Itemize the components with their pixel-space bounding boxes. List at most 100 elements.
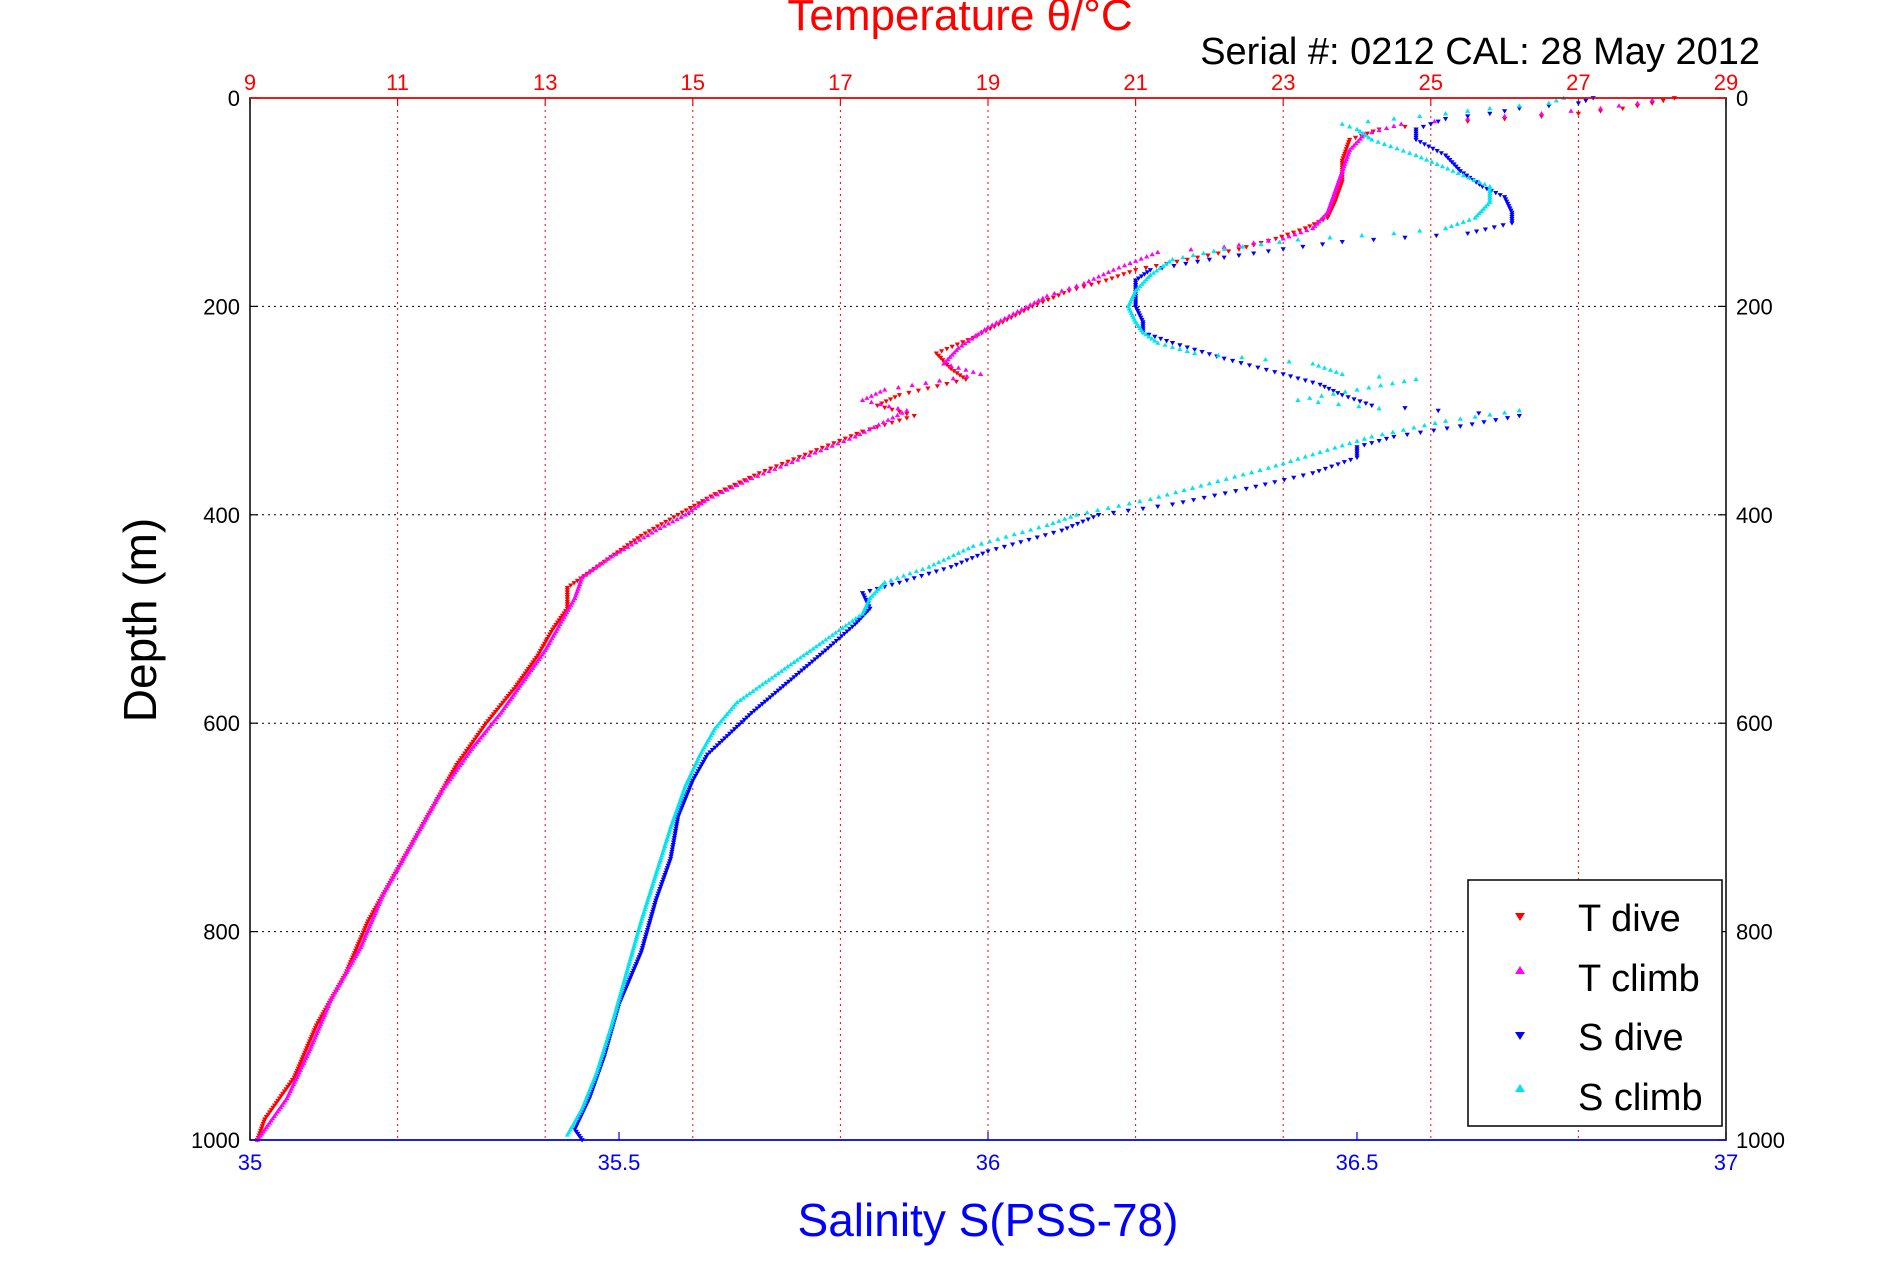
data-point bbox=[1075, 521, 1081, 527]
data-point bbox=[556, 618, 562, 623]
data-point bbox=[1369, 137, 1375, 142]
data-point bbox=[1508, 208, 1514, 213]
data-point bbox=[1251, 240, 1257, 245]
data-point bbox=[911, 413, 917, 419]
data-point bbox=[734, 482, 740, 488]
data-point bbox=[724, 711, 730, 717]
data-point bbox=[1103, 278, 1109, 283]
data-point bbox=[1265, 465, 1272, 470]
data-point bbox=[1389, 380, 1396, 386]
data-point bbox=[753, 686, 759, 691]
data-point bbox=[672, 829, 679, 834]
data-point bbox=[643, 932, 649, 937]
data-point bbox=[819, 445, 825, 451]
data-point bbox=[1455, 170, 1461, 175]
data-point bbox=[899, 410, 905, 415]
data-point bbox=[1339, 121, 1345, 126]
data-point bbox=[744, 715, 750, 721]
data-point bbox=[275, 1098, 281, 1104]
data-point bbox=[957, 373, 963, 378]
data-point bbox=[1421, 422, 1428, 428]
data-point bbox=[1272, 480, 1278, 485]
data-point bbox=[1317, 382, 1323, 388]
data-point bbox=[1487, 195, 1493, 200]
data-point bbox=[829, 632, 835, 637]
data-point bbox=[722, 713, 728, 719]
data-point bbox=[937, 355, 944, 361]
data-point bbox=[1126, 501, 1132, 506]
chart-subtitle: Serial #: 0212 CAL: 28 May 2012 bbox=[1200, 31, 1760, 73]
data-point bbox=[1073, 283, 1080, 288]
data-point bbox=[696, 766, 703, 772]
x-bottom-tick-label: 37 bbox=[1714, 1150, 1738, 1175]
data-point bbox=[714, 743, 720, 748]
data-point bbox=[1457, 424, 1463, 429]
data-point bbox=[642, 531, 648, 536]
data-point bbox=[551, 625, 557, 630]
data-point bbox=[1507, 206, 1513, 211]
data-point bbox=[1096, 280, 1102, 286]
data-point bbox=[810, 646, 816, 651]
data-point bbox=[352, 948, 359, 954]
data-point bbox=[525, 667, 531, 672]
data-point bbox=[1568, 108, 1574, 113]
data-point bbox=[954, 371, 960, 376]
data-point bbox=[1319, 242, 1326, 247]
data-point bbox=[617, 549, 623, 554]
data-point bbox=[1345, 142, 1351, 147]
data-point bbox=[1330, 388, 1336, 394]
data-point bbox=[270, 1105, 276, 1111]
data-point bbox=[307, 1039, 313, 1044]
data-point bbox=[628, 952, 635, 957]
data-point bbox=[747, 690, 753, 696]
data-point bbox=[667, 517, 673, 523]
data-point bbox=[825, 443, 831, 448]
data-point bbox=[1137, 313, 1143, 318]
data-point bbox=[885, 417, 891, 422]
data-point bbox=[993, 547, 999, 552]
data-point bbox=[654, 893, 661, 899]
data-point bbox=[365, 919, 371, 924]
data-point bbox=[852, 434, 858, 439]
x-top-tick-label: 29 bbox=[1714, 70, 1738, 95]
data-point bbox=[1318, 216, 1324, 222]
data-point bbox=[1273, 236, 1279, 242]
data-point bbox=[310, 1030, 317, 1035]
data-point bbox=[1314, 221, 1320, 226]
data-point bbox=[480, 726, 486, 731]
data-point bbox=[1272, 370, 1278, 375]
data-point bbox=[868, 399, 874, 405]
data-point bbox=[819, 639, 826, 644]
data-point bbox=[1342, 149, 1349, 154]
data-point bbox=[880, 419, 886, 425]
data-point bbox=[1194, 255, 1201, 261]
data-point bbox=[1359, 134, 1365, 139]
data-point bbox=[369, 912, 375, 917]
data-point bbox=[995, 536, 1001, 541]
legend-item-s-dive: S dive bbox=[1515, 1017, 1684, 1059]
data-point bbox=[536, 651, 542, 656]
legend-label: T climb bbox=[1578, 958, 1700, 1000]
data-point bbox=[655, 891, 661, 896]
data-point bbox=[564, 588, 570, 593]
data-point bbox=[1423, 157, 1430, 162]
data-point bbox=[823, 637, 829, 642]
data-point bbox=[357, 937, 363, 942]
data-point bbox=[1010, 542, 1016, 547]
data-point bbox=[835, 440, 841, 446]
data-point bbox=[356, 939, 363, 945]
data-point bbox=[1361, 443, 1367, 448]
data-point bbox=[732, 702, 738, 707]
data-point bbox=[520, 673, 527, 679]
y-tick-label-right: 800 bbox=[1736, 920, 1773, 945]
data-point bbox=[1212, 493, 1218, 499]
data-point bbox=[644, 927, 651, 933]
data-point bbox=[300, 1055, 306, 1060]
data-point bbox=[1318, 393, 1325, 398]
data-point bbox=[1322, 212, 1328, 217]
data-point bbox=[1201, 495, 1207, 501]
data-point bbox=[646, 921, 653, 926]
data-point bbox=[530, 660, 536, 665]
data-point bbox=[1166, 259, 1172, 264]
data-point bbox=[1292, 231, 1298, 237]
